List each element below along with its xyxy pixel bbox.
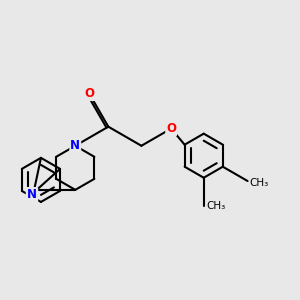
Text: N: N	[70, 139, 80, 152]
Text: N: N	[27, 188, 37, 201]
Text: O: O	[84, 87, 94, 100]
Text: CH₃: CH₃	[207, 201, 226, 212]
Text: CH₃: CH₃	[250, 178, 269, 188]
Text: O: O	[166, 122, 176, 135]
Text: S: S	[29, 189, 37, 202]
